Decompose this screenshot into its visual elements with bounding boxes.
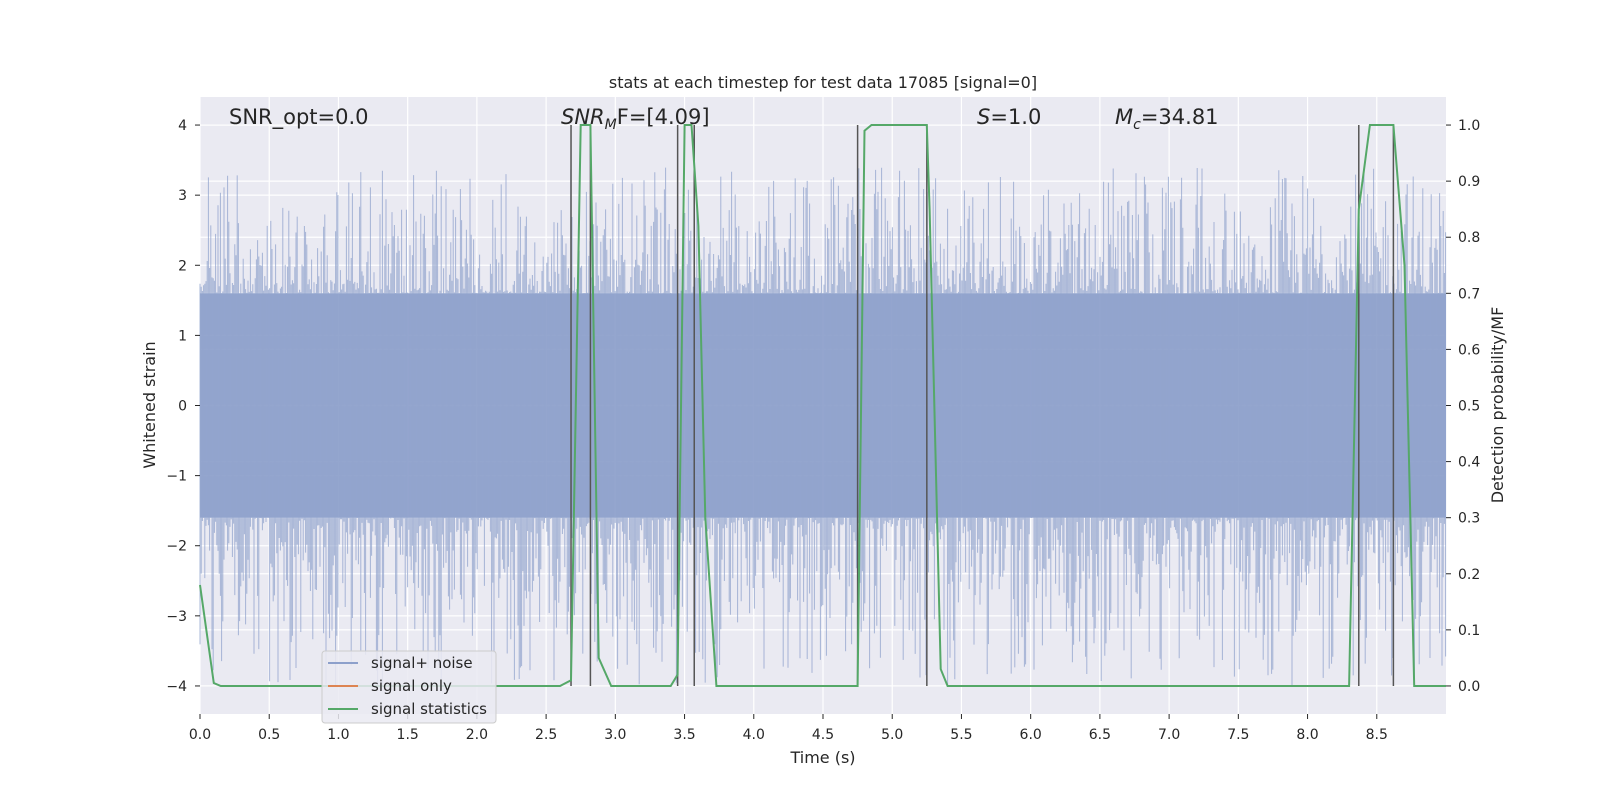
- annotation-snr-opt: SNR_opt=0.0: [229, 105, 369, 130]
- x-tick-label: 8.0: [1296, 727, 1318, 743]
- snr-mf-base: SNR: [561, 105, 605, 129]
- y-right-axis-ticks: 1.0 0.9 0.8 0.7 0.6 0.5 0.4 0.3 0.2 0.1 0.0: [1446, 118, 1480, 695]
- legend-label-signal-only: signal only: [371, 677, 452, 695]
- series-signal-noise: [199, 167, 1447, 686]
- y-left-tick-label: −1: [166, 469, 187, 485]
- x-tick-label: 2.0: [466, 727, 488, 743]
- x-tick-label: 1.0: [327, 727, 349, 743]
- x-tick-label: 0.0: [189, 727, 211, 743]
- y-left-tick-label: −3: [166, 609, 187, 625]
- x-tick-label: 4.5: [812, 727, 834, 743]
- y-right-tick-label: 0.9: [1458, 174, 1480, 190]
- y-left-tick-label: 3: [178, 188, 187, 204]
- legend-box: [321, 650, 497, 724]
- y-right-tick-label: 0.7: [1458, 286, 1480, 302]
- y-right-tick-label: 1.0: [1458, 118, 1480, 134]
- y-right-tick-label: 0.2: [1458, 567, 1480, 583]
- y-axis-right-label: Detection probability/MF: [1488, 307, 1507, 504]
- x-tick-label: 3.0: [604, 727, 626, 743]
- y-right-tick-label: 0.5: [1458, 399, 1480, 415]
- x-tick-label: 5.5: [950, 727, 972, 743]
- chart-title: stats at each timestep for test data 170…: [609, 73, 1037, 92]
- x-tick-label: 1.5: [397, 727, 419, 743]
- legend: signal+ noise signal only signal statist…: [321, 650, 497, 724]
- x-axis-ticks: 0.0 0.5 1.0 1.5 2.0 2.5 3.0 3.5 4.0 4.5 5.0 5.5 6.0 6…: [189, 714, 1388, 743]
- y-left-axis-ticks: 4 3 2 1 0 −1 −2 −3 −4: [166, 118, 200, 695]
- mc-value: =34.81: [1141, 105, 1219, 129]
- x-tick-label: 3.5: [673, 727, 695, 743]
- legend-label-signal-noise: signal+ noise: [371, 654, 473, 672]
- series-signal-statistics: [199, 124, 1446, 687]
- noise-spikes: [199, 167, 1447, 686]
- x-tick-label: 2.5: [535, 727, 557, 743]
- y-right-tick-label: 0.0: [1458, 679, 1480, 695]
- x-tick-label: 8.5: [1366, 727, 1388, 743]
- x-tick-label: 6.0: [1020, 727, 1042, 743]
- y-right-tick-label: 0.6: [1458, 342, 1480, 358]
- y-left-tick-label: 0: [178, 399, 187, 415]
- y-left-tick-label: −4: [166, 679, 187, 695]
- s-value: =1.0: [990, 105, 1041, 129]
- annotation-s: S=1.0: [977, 105, 1041, 129]
- y-axis-left-label: Whitened strain: [140, 341, 159, 468]
- x-tick-label: 4.0: [743, 727, 765, 743]
- x-tick-label: 7.5: [1227, 727, 1249, 743]
- legend-label-signal-statistics: signal statistics: [371, 700, 487, 718]
- annotation-snr-mf: SNRMF=[4.09]: [561, 105, 710, 133]
- mc-subscript: c: [1133, 117, 1141, 133]
- x-tick-label: 6.5: [1089, 727, 1111, 743]
- x-tick-label: 5.0: [881, 727, 903, 743]
- vertical-markers: [570, 125, 1395, 686]
- y-right-tick-label: 0.1: [1458, 623, 1480, 639]
- x-tick-label: 7.0: [1158, 727, 1180, 743]
- y-right-tick-label: 0.8: [1458, 230, 1480, 246]
- snr-mf-value: F=[4.09]: [617, 105, 710, 129]
- y-left-tick-label: 1: [178, 328, 187, 344]
- mc-symbol: M: [1115, 105, 1133, 129]
- y-left-tick-label: −2: [166, 539, 187, 555]
- y-right-tick-label: 0.4: [1458, 455, 1480, 471]
- y-left-tick-label: 4: [178, 118, 187, 134]
- s-symbol: S: [977, 105, 990, 129]
- y-left-tick-label: 2: [178, 258, 187, 274]
- y-right-tick-label: 0.3: [1458, 511, 1480, 527]
- snr-mf-subscript: M: [605, 117, 617, 133]
- x-axis-label: Time (s): [789, 748, 855, 767]
- annotation-mc: Mc=34.81: [1115, 105, 1219, 133]
- x-tick-label: 0.5: [258, 727, 280, 743]
